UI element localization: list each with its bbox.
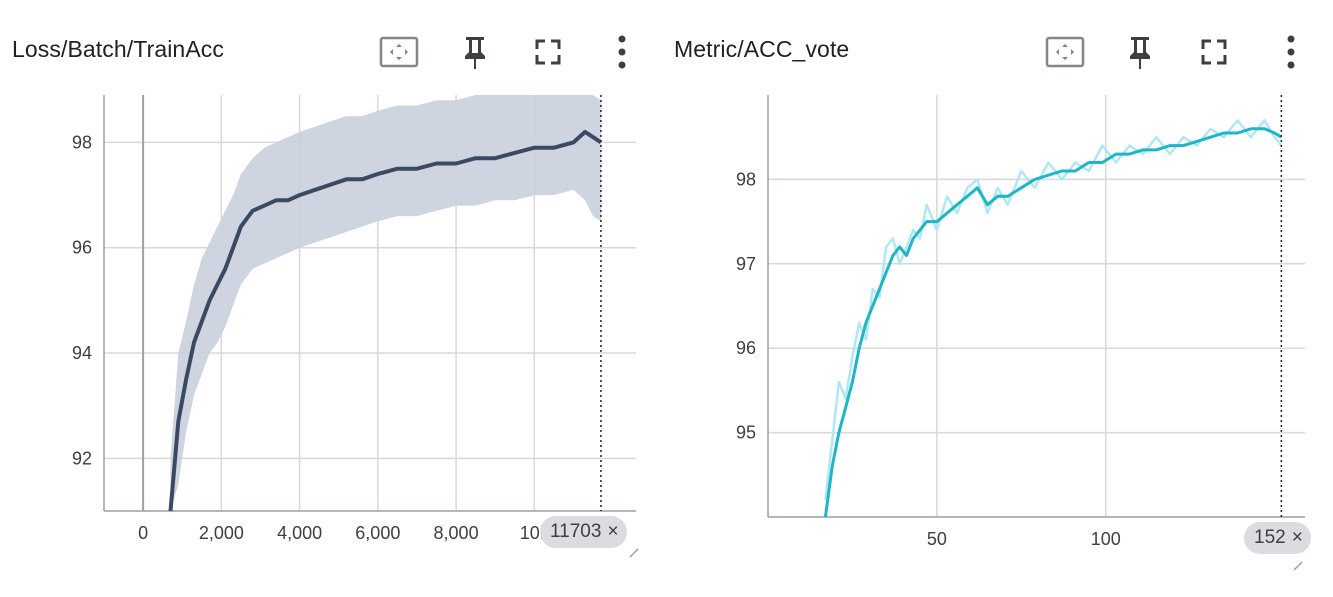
y-tick-label: 94 — [72, 343, 92, 363]
y-tick-label: 95 — [736, 423, 756, 443]
resize-handle-icon[interactable] — [1290, 558, 1304, 572]
pin-button[interactable] — [1118, 30, 1162, 74]
card-title: Metric/ACC_vote — [674, 36, 850, 62]
fit-domain-button[interactable] — [1043, 30, 1087, 74]
chart-card-acc-vote: Metric/ACC_vote 50 100 95 96 97 98 152 × — [660, 0, 1333, 597]
pin-button[interactable] — [453, 30, 497, 74]
fit-to-domain-icon — [1045, 36, 1085, 68]
x-tick-label: 8,000 — [434, 523, 479, 543]
chart-card-train-acc: Loss/Batch/TrainAcc 0 2,000 4,000 6,000 8,00… — [0, 0, 660, 597]
close-icon[interactable]: × — [607, 521, 619, 542]
x-tick-label: 2,000 — [199, 523, 244, 543]
fit-domain-button[interactable] — [377, 30, 421, 74]
more-vert-icon — [618, 35, 626, 69]
step-chip-label: 11703 — [550, 521, 602, 542]
y-tick-label: 96 — [72, 238, 92, 258]
step-chip-label: 152 — [1254, 527, 1286, 548]
x-tick-label: 0 — [138, 523, 148, 543]
x-tick-label: 50 — [927, 529, 947, 549]
smoothed-series-line — [168, 129, 603, 512]
more-options-button[interactable] — [1269, 30, 1313, 74]
fullscreen-button[interactable] — [526, 30, 570, 74]
y-tick-label: 98 — [736, 169, 756, 189]
fullscreen-button[interactable] — [1192, 30, 1236, 74]
more-options-button[interactable] — [600, 30, 644, 74]
raw-series-band — [170, 95, 601, 511]
card-title: Loss/Batch/TrainAcc — [12, 36, 224, 62]
more-vert-icon — [1287, 35, 1295, 69]
fullscreen-icon — [1201, 39, 1227, 65]
close-icon[interactable]: × — [1291, 527, 1303, 548]
fullscreen-icon — [535, 39, 561, 65]
raw-series-line — [824, 119, 1283, 501]
x-tick-label: 4,000 — [277, 523, 322, 543]
acc-vote-chart[interactable]: 50 100 95 96 97 98 — [660, 0, 1333, 597]
step-chip[interactable]: 11703 × — [540, 516, 627, 548]
y-tick-label: 92 — [72, 448, 92, 468]
smoothed-series-line — [823, 127, 1283, 518]
pin-icon — [1130, 37, 1150, 69]
y-tick-label: 97 — [736, 254, 756, 274]
pin-icon — [465, 37, 485, 69]
y-tick-label: 98 — [72, 132, 92, 152]
resize-handle-icon[interactable] — [626, 545, 640, 559]
x-tick-label: 100 — [1091, 529, 1121, 549]
y-tick-label: 96 — [736, 338, 756, 358]
fit-to-domain-icon — [379, 36, 419, 68]
x-tick-label: 6,000 — [355, 523, 400, 543]
step-chip[interactable]: 152 × — [1244, 522, 1311, 554]
